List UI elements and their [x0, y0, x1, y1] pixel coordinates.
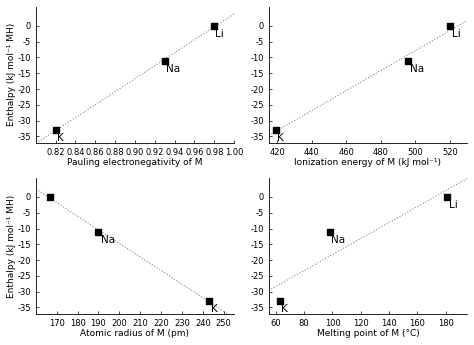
Point — [95, 229, 102, 235]
Text: Li: Li — [452, 29, 460, 39]
Point — [46, 194, 54, 200]
Point — [326, 229, 333, 235]
Point — [405, 58, 412, 63]
Point — [161, 58, 169, 63]
Point — [52, 127, 59, 133]
X-axis label: Melting point of M (°C): Melting point of M (°C) — [317, 329, 419, 338]
Text: Li: Li — [0, 344, 1, 345]
Point — [272, 127, 280, 133]
Y-axis label: Enthalpy (kJ mol⁻¹ MH): Enthalpy (kJ mol⁻¹ MH) — [7, 194, 16, 297]
Text: Na: Na — [166, 64, 180, 74]
Text: K: K — [277, 133, 284, 143]
Text: K: K — [281, 304, 288, 314]
Text: Na: Na — [410, 64, 424, 74]
X-axis label: Ionization energy of M (kJ mol⁻¹): Ionization energy of M (kJ mol⁻¹) — [294, 158, 441, 167]
Point — [276, 298, 284, 304]
Point — [205, 298, 213, 304]
Text: K: K — [211, 304, 218, 314]
Y-axis label: Enthalpy (kJ mol⁻¹ MH): Enthalpy (kJ mol⁻¹ MH) — [7, 23, 16, 127]
X-axis label: Pauling electronegativity of M: Pauling electronegativity of M — [67, 158, 203, 167]
Point — [210, 23, 218, 29]
Text: Li: Li — [215, 29, 224, 39]
Text: Na: Na — [100, 235, 115, 245]
X-axis label: Atomic radius of M (pm): Atomic radius of M (pm) — [81, 329, 190, 338]
Point — [444, 194, 451, 200]
Text: K: K — [56, 133, 64, 143]
Point — [446, 23, 454, 29]
Text: Li: Li — [449, 200, 457, 210]
Text: Na: Na — [331, 235, 345, 245]
